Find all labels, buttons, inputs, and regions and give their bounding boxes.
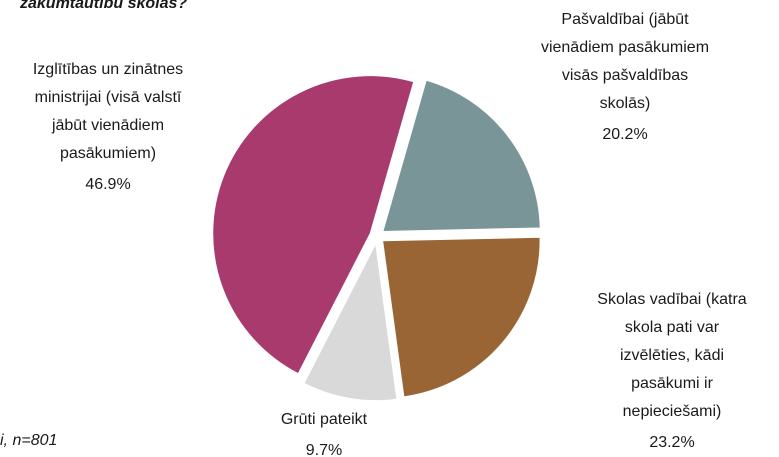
slice-label: visās pašvaldības [562, 67, 688, 84]
slice-label: vienādiem pasākumiem [541, 39, 709, 56]
pie-slice [381, 236, 542, 398]
slice-label: izvēlēties, kādi [620, 347, 724, 364]
value-label: 20.2% [602, 126, 647, 143]
slice-label: skolās) [600, 95, 651, 112]
slice-label: Izglītības un zinātnes [33, 61, 183, 78]
slice-label: ministrijai (visā valstī [35, 89, 182, 106]
pie-slice [302, 240, 398, 402]
value-label: 9.7% [306, 442, 342, 457]
value-label: 23.2% [649, 434, 694, 451]
footnote: i, n=801 [0, 432, 57, 449]
pie-slice [211, 74, 415, 376]
slice-label: pasākumi ir [631, 375, 713, 392]
slice-label: Pašvaldībai (jābūt [561, 11, 689, 28]
slice-label: pasākumiem) [60, 145, 156, 162]
value-label: 46.9% [85, 176, 130, 193]
slice-label: nepieciešami) [623, 403, 722, 420]
slice-label: skola pati var [625, 319, 720, 336]
slice-label: Skolas vadībai (katra [597, 291, 747, 308]
slice-label: Grūti pateikt [281, 411, 368, 428]
chart-title: zākumtautību skolās? [19, 0, 187, 12]
pie-slice [381, 78, 542, 233]
slice-label: jābūt vienādiem [51, 117, 164, 134]
